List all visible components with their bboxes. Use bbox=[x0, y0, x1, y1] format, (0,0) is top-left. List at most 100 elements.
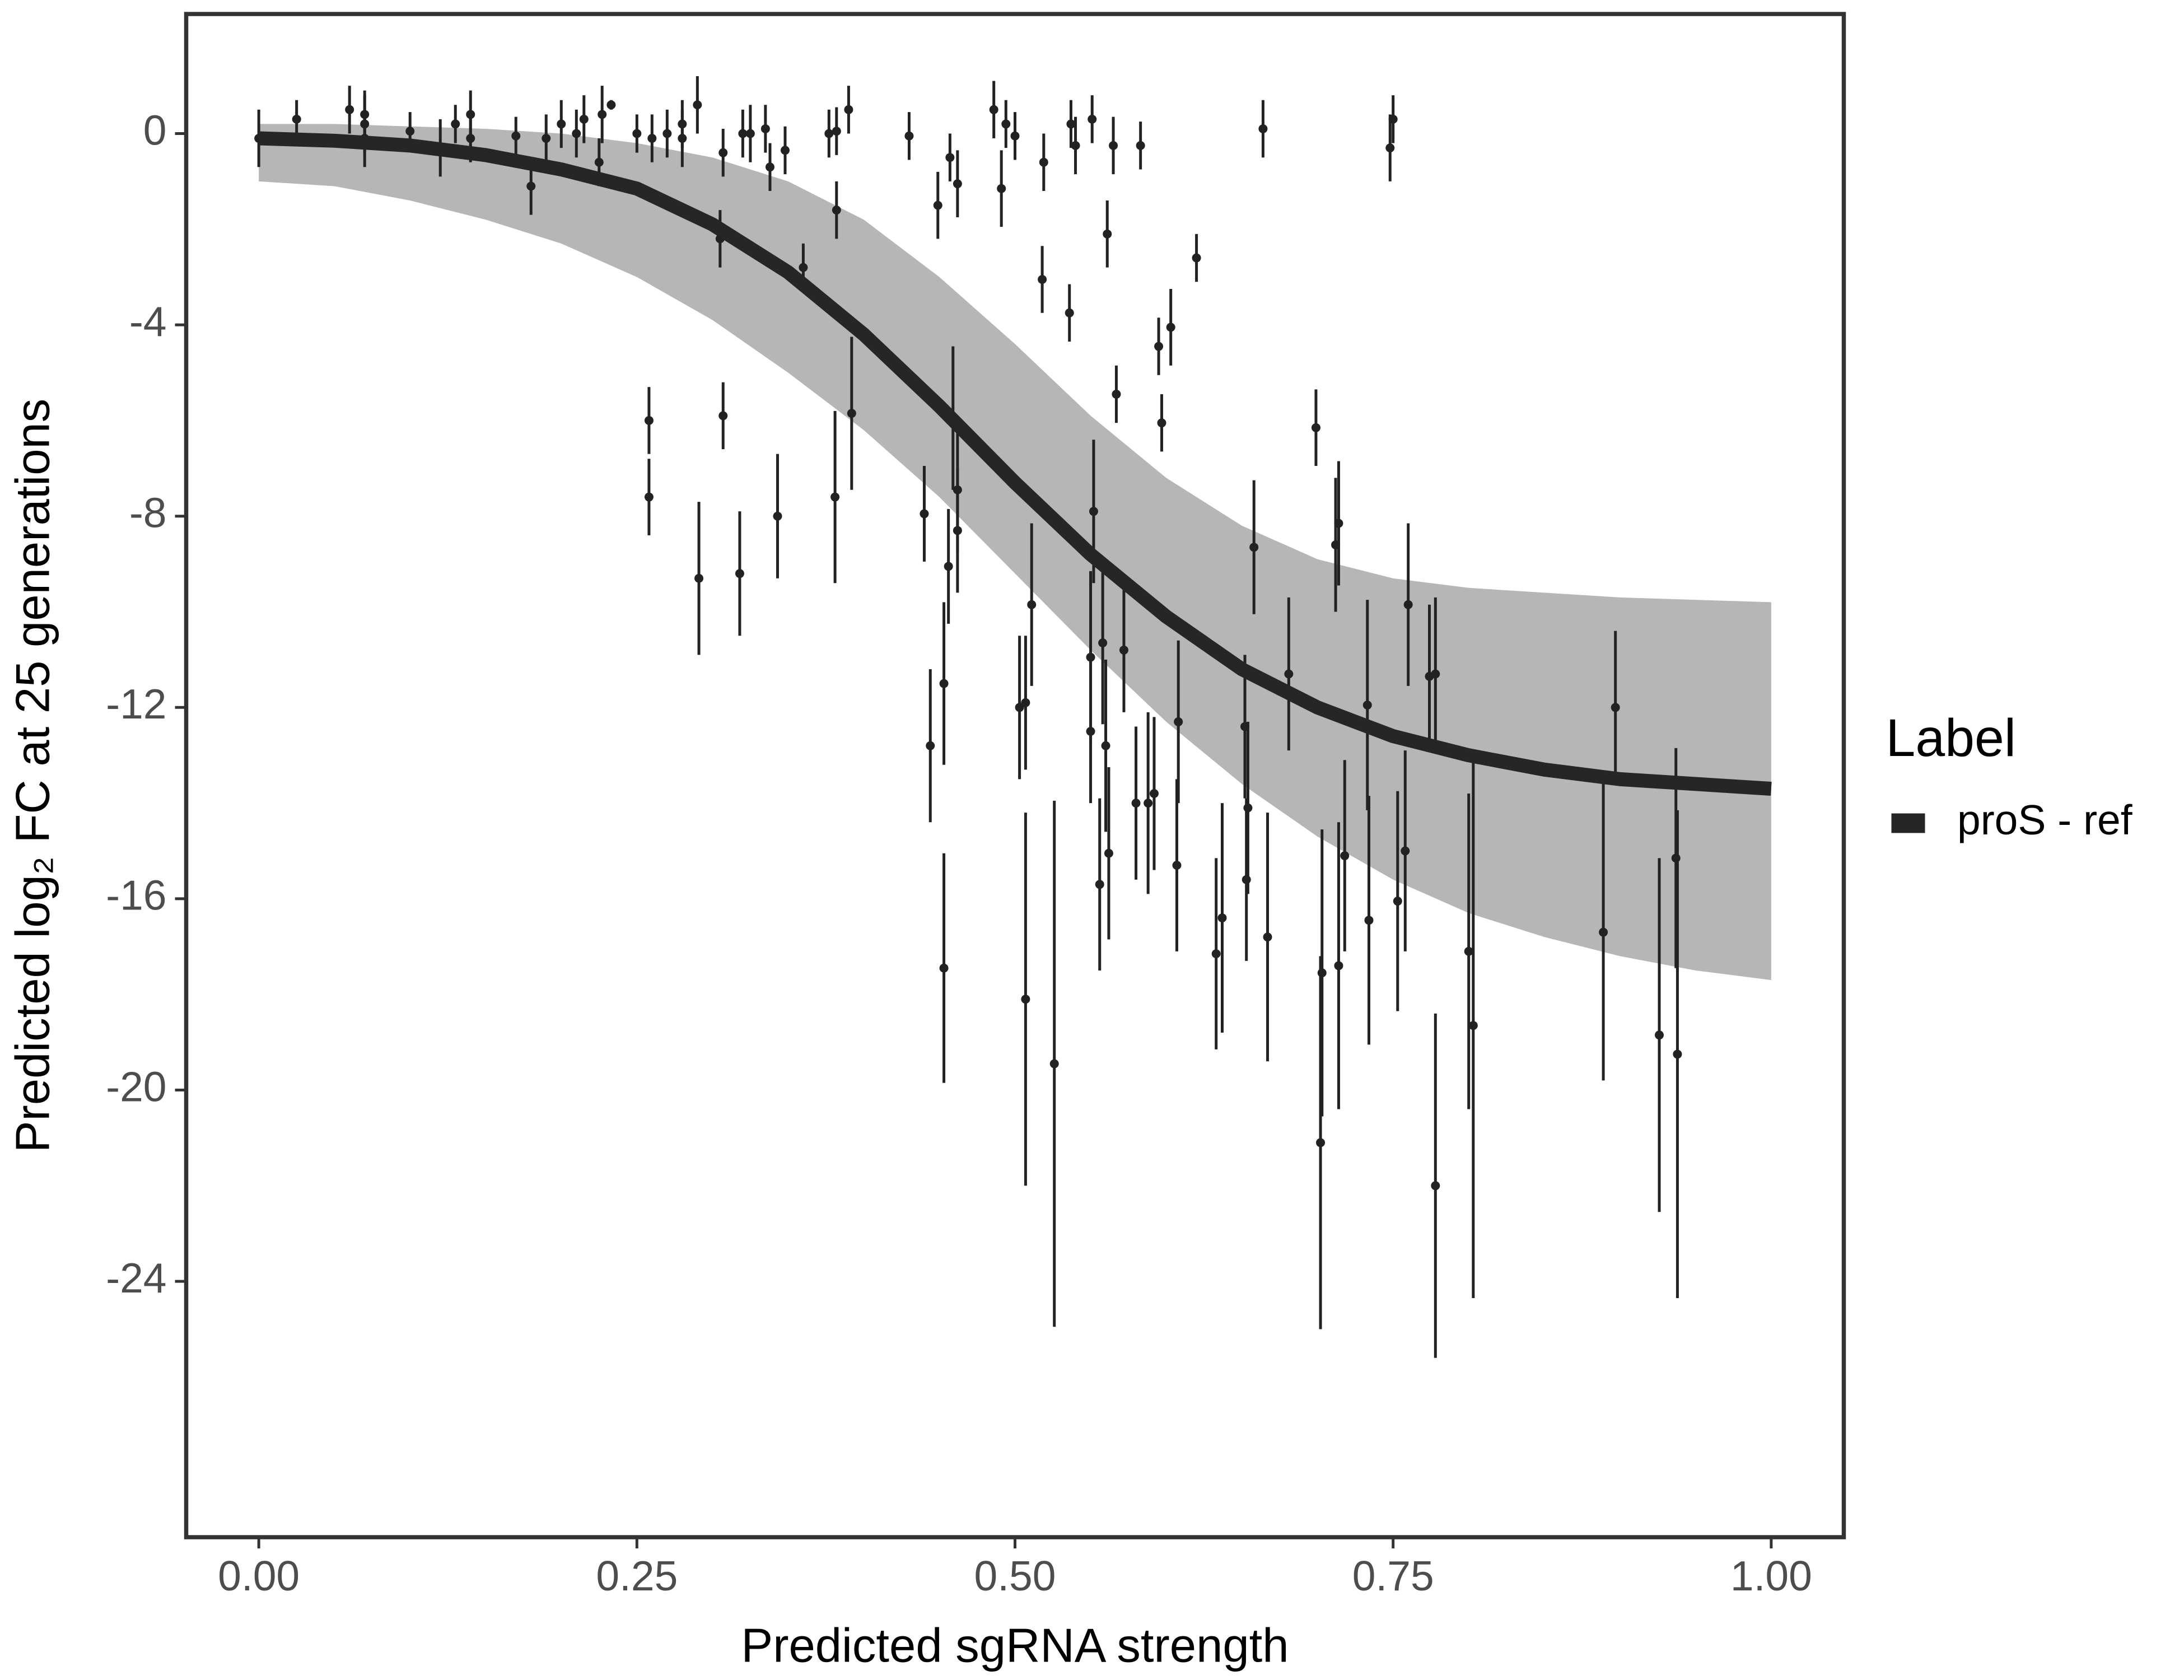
data-point bbox=[718, 411, 728, 421]
data-point bbox=[1010, 131, 1020, 141]
data-point bbox=[1109, 141, 1118, 150]
data-point bbox=[1673, 1049, 1682, 1059]
data-point bbox=[824, 129, 834, 138]
data-point bbox=[345, 105, 354, 114]
data-point bbox=[1131, 799, 1141, 808]
data-point bbox=[1464, 946, 1473, 956]
y-tick-label: 0 bbox=[143, 106, 167, 153]
x-tick-label: 0.75 bbox=[1352, 1552, 1434, 1599]
x-tick-label: 0.00 bbox=[218, 1552, 300, 1599]
data-point bbox=[799, 263, 808, 272]
data-point bbox=[1144, 799, 1153, 808]
data-point bbox=[1039, 157, 1048, 167]
fit-line bbox=[258, 131, 1772, 796]
data-point bbox=[526, 181, 536, 191]
data-point bbox=[1317, 968, 1327, 978]
data-point bbox=[1468, 1021, 1478, 1030]
data-point bbox=[1154, 342, 1164, 351]
y-tick-label: -12 bbox=[106, 680, 166, 727]
legend-label: proS - ref bbox=[1957, 796, 2132, 843]
data-point bbox=[542, 134, 551, 143]
data-point bbox=[1431, 1181, 1440, 1191]
data-point bbox=[678, 134, 687, 143]
data-point bbox=[1334, 961, 1343, 970]
data-point bbox=[1095, 880, 1104, 889]
y-tick-label: -20 bbox=[106, 1063, 166, 1110]
data-point bbox=[847, 409, 856, 418]
data-point bbox=[694, 573, 704, 583]
data-point bbox=[832, 206, 841, 215]
data-point bbox=[760, 124, 770, 133]
data-point bbox=[1243, 803, 1253, 813]
x-tick-label: 1.00 bbox=[1730, 1552, 1812, 1599]
data-point bbox=[1217, 913, 1227, 923]
data-point bbox=[647, 134, 657, 143]
data-point bbox=[953, 526, 962, 535]
data-point bbox=[1136, 141, 1145, 150]
data-point bbox=[926, 741, 935, 750]
uncertainty-band bbox=[259, 124, 1771, 981]
y-tick-label: -8 bbox=[129, 489, 167, 536]
data-point bbox=[1174, 717, 1183, 726]
x-axis-label: Predicted sgRNA strength bbox=[741, 1619, 1289, 1672]
data-point bbox=[989, 105, 998, 114]
data-point bbox=[939, 963, 949, 973]
data-point bbox=[1364, 916, 1374, 925]
data-point bbox=[1211, 949, 1221, 959]
legend-swatch bbox=[1891, 813, 1925, 833]
plot-area bbox=[254, 76, 1772, 1358]
data-point bbox=[765, 162, 774, 172]
data-point bbox=[1263, 932, 1272, 942]
data-point bbox=[644, 492, 654, 502]
data-point bbox=[1066, 119, 1076, 129]
data-point bbox=[945, 153, 955, 162]
data-point bbox=[557, 119, 566, 129]
plot-frame bbox=[184, 12, 1846, 1539]
y-tick-label: -24 bbox=[106, 1254, 166, 1301]
data-point bbox=[745, 129, 755, 138]
data-point bbox=[933, 200, 942, 210]
data-point bbox=[1316, 1138, 1326, 1147]
data-point bbox=[1258, 124, 1268, 133]
legend: proS - ref bbox=[1891, 796, 2132, 843]
data-point bbox=[830, 492, 840, 502]
data-point bbox=[1172, 861, 1182, 870]
data-point bbox=[1049, 1059, 1059, 1068]
data-point bbox=[1362, 701, 1372, 710]
data-point bbox=[632, 129, 642, 138]
data-point bbox=[1671, 853, 1681, 863]
data-point bbox=[1086, 727, 1095, 736]
x-tick-label: 0.50 bbox=[974, 1552, 1056, 1599]
data-point bbox=[1157, 418, 1166, 428]
data-point bbox=[1103, 229, 1112, 239]
data-point bbox=[1192, 253, 1201, 263]
data-point bbox=[1021, 698, 1030, 707]
data-point bbox=[844, 105, 853, 114]
data-point bbox=[738, 129, 748, 138]
data-point bbox=[292, 114, 301, 124]
data-point bbox=[662, 129, 672, 138]
data-point bbox=[939, 679, 949, 688]
data-point bbox=[953, 179, 962, 189]
data-point bbox=[579, 114, 589, 124]
data-point bbox=[1403, 600, 1413, 609]
data-point bbox=[1166, 323, 1175, 332]
data-point bbox=[1249, 543, 1259, 552]
data-point bbox=[1112, 389, 1121, 399]
data-point bbox=[1104, 848, 1113, 858]
data-point bbox=[1101, 741, 1110, 750]
data-point bbox=[1385, 143, 1395, 153]
data-point bbox=[511, 131, 521, 141]
data-point bbox=[1071, 141, 1080, 150]
data-point bbox=[735, 569, 744, 578]
data-point bbox=[1599, 927, 1608, 937]
data-point bbox=[1334, 519, 1343, 528]
data-point bbox=[780, 146, 790, 155]
data-point bbox=[718, 148, 728, 157]
data-point bbox=[773, 511, 782, 521]
data-point bbox=[832, 127, 841, 136]
data-point bbox=[1086, 652, 1095, 662]
data-point bbox=[1655, 1030, 1664, 1040]
